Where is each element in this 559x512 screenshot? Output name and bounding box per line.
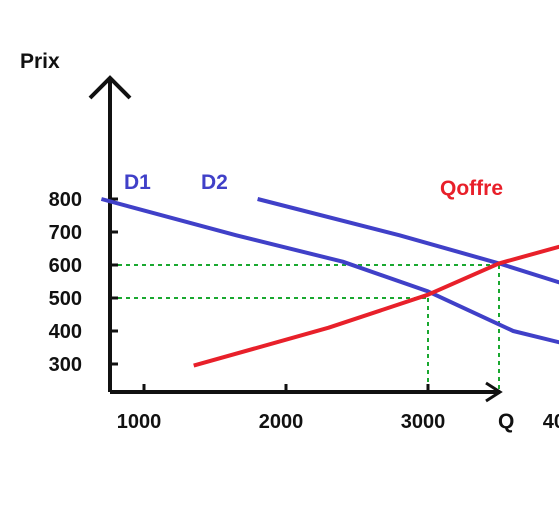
series-label-d1: D1 [124, 171, 151, 194]
y-tick-label: 600 [49, 255, 82, 277]
series-line-d1 [100, 197, 559, 345]
x-tick-label: 1000 [117, 411, 162, 433]
y-tick-label: 500 [49, 288, 82, 310]
x-tick-label: 3000 [401, 411, 446, 433]
x-axis-arrowhead [485, 381, 503, 403]
y-tick-label: 700 [49, 222, 82, 244]
x-tick-label: 4000 [543, 411, 559, 433]
y-tick-label: 400 [49, 321, 82, 343]
y-tick-label: 800 [49, 189, 82, 211]
chart-labels: 80070060050040030010002000300040005000Pr… [20, 50, 559, 433]
series-line-qoffre [193, 244, 559, 368]
x-axis-title: Q [498, 410, 514, 433]
data-series [100, 197, 559, 368]
series-label-d2: D2 [201, 171, 228, 194]
series-label-qoffre: Qoffre [440, 177, 503, 200]
y-tick-label: 300 [49, 354, 82, 376]
axes [88, 75, 503, 403]
y-axis-title: Prix [20, 50, 60, 73]
reference-lines [110, 264, 500, 392]
x-tick-label: 2000 [259, 411, 304, 433]
series-line-d2 [257, 197, 559, 285]
y-axis-arrowhead [88, 75, 132, 100]
